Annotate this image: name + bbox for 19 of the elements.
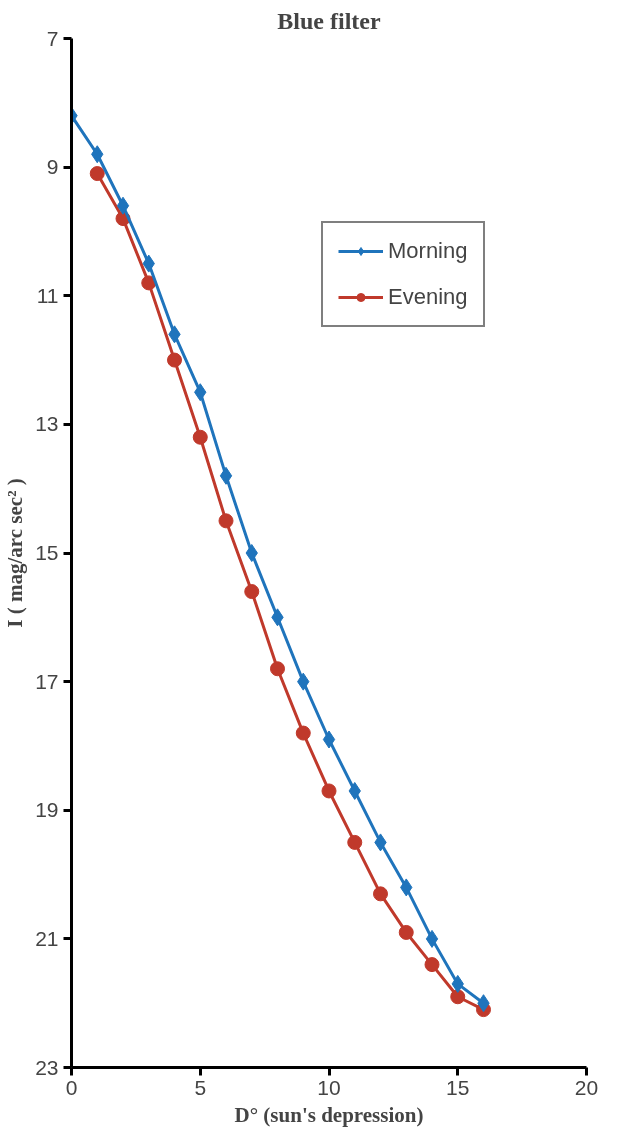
y-tick-label: 21 [35,926,59,950]
y-axis-title: I ( mag/arc sec² ) [3,478,28,628]
legend-label: Evening [388,284,468,310]
y-tick-label: 11 [36,283,59,307]
y-tick-label: 19 [35,798,59,822]
y-tick-label: 9 [46,155,59,179]
y-tick-label: 13 [35,412,59,436]
legend-label: Morning [388,238,468,264]
x-tick-label: 5 [194,1075,207,1099]
y-tick-label: 7 [46,26,59,50]
y-tick-label: 15 [35,541,59,564]
x-tick-label: 20 [574,1075,599,1099]
chart-title: Blue filter [277,7,381,34]
y-tick-label: 23 [35,1055,59,1079]
x-tick-label: 10 [317,1075,341,1099]
x-axis-title: D° (sun's depression) [234,1102,424,1127]
y-tick-label: 17 [35,669,59,693]
x-tick-label: 0 [65,1075,78,1099]
x-tick-label: 15 [446,1075,470,1099]
